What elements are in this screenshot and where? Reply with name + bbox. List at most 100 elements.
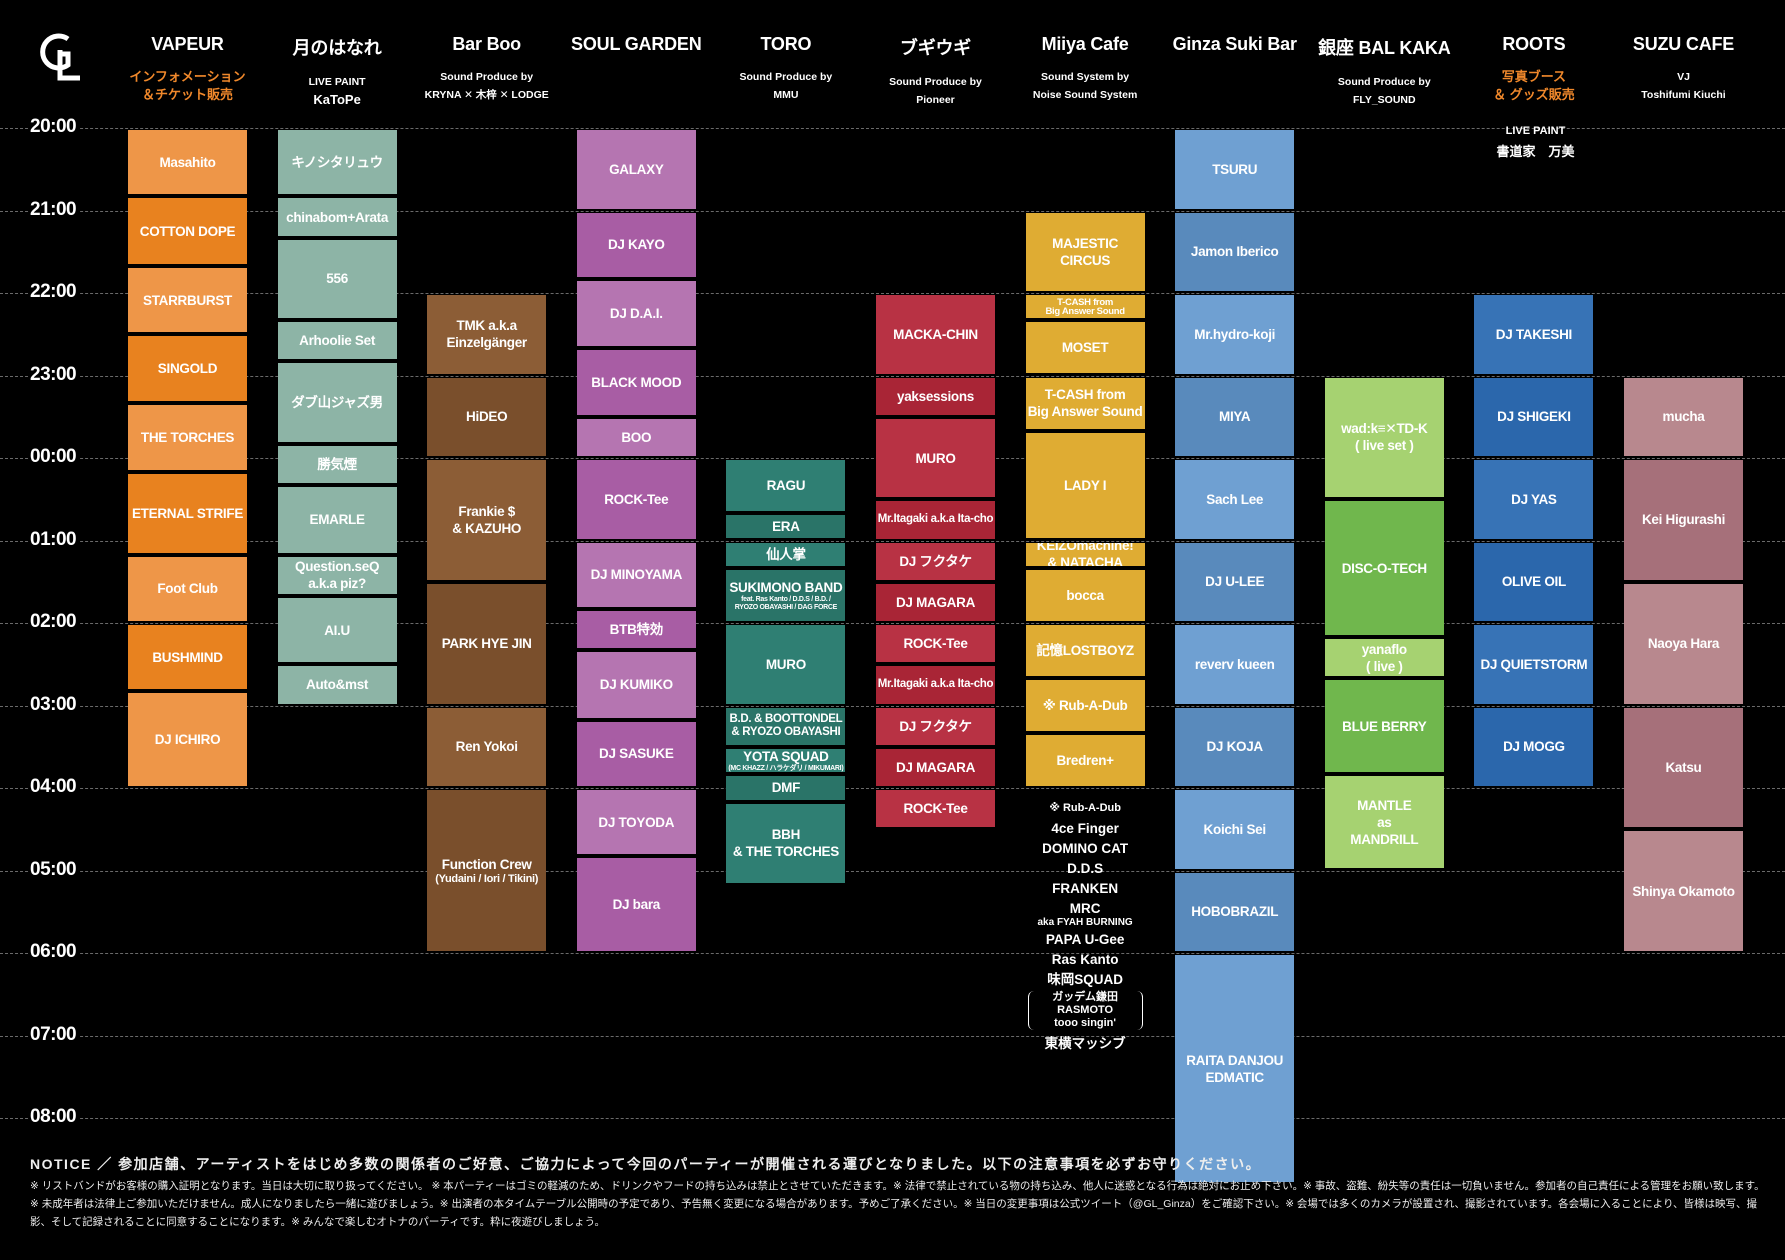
venue-header-roots[interactable]: ROOTS 写真ブース＆ グッズ販売 <box>1460 34 1608 104</box>
slot-toro[interactable]: MURO <box>726 625 846 704</box>
slot-suzu[interactable]: Katsu <box>1624 707 1743 828</box>
slot-toro[interactable]: B.D. & BOOTTONDEL & RYOZO OBAYASHI <box>726 707 846 745</box>
slot-miiya[interactable]: MAJESTIC CIRCUS <box>1025 212 1145 291</box>
slot-miiya[interactable]: Bredren+ <box>1025 734 1145 786</box>
venue-header-miiya[interactable]: Miiya Cafe Sound System by Noise Sound Sys… <box>1011 34 1159 104</box>
venue-header-barboo[interactable]: Bar Boo Sound Produce by KRYNA ✕ 木梓 ✕ LODG… <box>413 34 561 104</box>
slot-soulgarden[interactable]: BLACK MOOD <box>576 350 696 415</box>
slot-ginzasuki[interactable]: DJ KOJA <box>1175 707 1295 786</box>
slot-miiya[interactable]: T-CASH from Big Answer Sound <box>1025 295 1145 319</box>
venue-header-tsukinohanare[interactable]: 月のはなれ LIVE PAINT KaToPe <box>263 34 411 110</box>
slot-ginzasuki[interactable]: DJ U-LEE <box>1175 542 1295 621</box>
slot-soulgarden[interactable]: BOO <box>576 418 696 456</box>
slot-roots[interactable]: DJ TAKESHI <box>1474 295 1594 374</box>
slot-miiya[interactable]: T-CASH from Big Answer Sound <box>1025 377 1145 429</box>
slot-ginzasuki[interactable]: reverv kueen <box>1175 625 1295 704</box>
slot-soulgarden[interactable]: ROCK-Tee <box>576 460 696 539</box>
venue-header-ginzasuki[interactable]: Ginza Suki Bar <box>1161 34 1309 55</box>
slot-toro[interactable]: RAGU <box>726 460 846 512</box>
slot-miiya[interactable]: 記憶LOSTBOYZ <box>1025 625 1145 677</box>
slot-bugiugi[interactable]: ROCK-Tee <box>876 625 995 663</box>
slot-ginzasuki[interactable]: Mr.hydro-koji <box>1175 295 1295 374</box>
slot-barboo[interactable]: Frankie $ & KAZUHO <box>427 460 547 580</box>
slot-vapeur[interactable]: Foot Club <box>128 556 247 621</box>
slot-suzu[interactable]: mucha <box>1624 377 1743 456</box>
slot-tsukinohanare[interactable]: Arhoolie Set <box>277 322 397 360</box>
slot-tsukinohanare[interactable]: Auto&mst <box>277 666 397 704</box>
slot-barboo[interactable]: TMK a.k.a Einzelgänger <box>427 295 547 374</box>
slot-bugiugi[interactable]: MURO <box>876 418 995 498</box>
slot-balkaka[interactable]: BLUE BERRY <box>1324 680 1444 772</box>
slot-bugiugi[interactable]: DJ フクタケ <box>876 707 995 745</box>
slot-bugiugi[interactable]: DJ フクタケ <box>876 542 995 580</box>
slot-miiya[interactable]: MOSET <box>1025 322 1145 374</box>
slot-toro[interactable]: DMF <box>726 775 846 801</box>
venue-header-toro[interactable]: TORO Sound Produce by MMU <box>712 34 860 104</box>
slot-tsukinohanare[interactable]: 556 <box>277 239 397 319</box>
slot-soulgarden[interactable]: DJ TOYODA <box>576 790 696 855</box>
slot-barboo[interactable]: PARK HYE JIN <box>427 583 547 704</box>
slot-toro[interactable]: BBH & THE TORCHES <box>726 804 846 883</box>
venue-header-vapeur[interactable]: VAPEUR インフォメーション ＆チケット販売 <box>114 34 262 104</box>
slot-soulgarden[interactable]: DJ MINOYAMA <box>576 542 696 607</box>
slot-soulgarden[interactable]: DJ KAYO <box>576 212 696 277</box>
slot-ginzasuki[interactable]: TSURU <box>1175 130 1295 209</box>
slot-tsukinohanare[interactable]: chinabom+Arata <box>277 198 397 236</box>
slot-ginzasuki[interactable]: MIYA <box>1175 377 1295 456</box>
slot-soulgarden[interactable]: DJ KUMIKO <box>576 652 696 718</box>
venue-header-soulgarden[interactable]: SOUL GARDEN <box>562 34 710 55</box>
slot-ginzasuki[interactable]: RAITA DANJOU EDMATIC <box>1175 955 1295 1182</box>
slot-suzu[interactable]: Naoya Hara <box>1624 583 1743 704</box>
slot-barboo[interactable]: HiDEO <box>427 377 547 456</box>
slot-bugiugi[interactable]: MACKA-CHIN <box>876 295 995 374</box>
slot-roots[interactable]: DJ SHIGEKI <box>1474 377 1594 456</box>
slot-tsukinohanare[interactable]: EMARLE <box>277 487 397 553</box>
slot-tsukinohanare[interactable]: キノシタリュウ <box>277 130 397 195</box>
slot-bugiugi[interactable]: Mr.Itagaki a.k.a Ita-cho <box>876 666 995 704</box>
slot-barboo[interactable]: Function Crew (Yudaini / Iori / Tikini) <box>427 790 547 951</box>
slot-soulgarden[interactable]: DJ SASUKE <box>576 721 696 786</box>
slot-vapeur[interactable]: THE TORCHES <box>128 404 247 471</box>
slot-vapeur[interactable]: ETERNAL STRIFE <box>128 474 247 553</box>
slot-roots[interactable]: OLIVE OIL <box>1474 542 1594 621</box>
slot-roots[interactable]: DJ MOGG <box>1474 707 1594 786</box>
slot-toro[interactable]: 仙人掌 <box>726 542 846 566</box>
slot-suzu[interactable]: Shinya Okamoto <box>1624 831 1743 951</box>
slot-ginzasuki[interactable]: HOBOBRAZIL <box>1175 872 1295 951</box>
slot-balkaka[interactable]: wad:k≡✕TD-K( live set ) <box>1324 377 1444 498</box>
slot-suzu[interactable]: Kei Higurashi <box>1624 460 1743 580</box>
slot-balkaka[interactable]: DISC-O-TECH <box>1324 501 1444 636</box>
slot-soulgarden[interactable]: BTB特効 <box>576 610 696 649</box>
slot-roots[interactable]: DJ YAS <box>1474 460 1594 539</box>
venue-header-balkaka[interactable]: 銀座 BAL KAKA Sound Produce by FLY_SOUND <box>1310 34 1458 109</box>
slot-bugiugi[interactable]: DJ MAGARA <box>876 583 995 621</box>
slot-toro[interactable]: YOTA SQUAD (MC KHAZZ / ハラケダリ / MIKUMARI) <box>726 748 846 772</box>
slot-miiya[interactable]: KEIZOmachine! & NATACHA <box>1025 542 1145 566</box>
slot-bugiugi[interactable]: ROCK-Tee <box>876 790 995 828</box>
slot-toro[interactable]: SUKIMONO BAND feat. Ras Kanto / D.D.S / B… <box>726 569 846 621</box>
venue-header-bugiugi[interactable]: ブギウギ Sound Produce by Pioneer <box>862 34 1010 109</box>
slot-balkaka[interactable]: yanaflo( live ) <box>1324 639 1444 677</box>
slot-soulgarden[interactable]: GALAXY <box>576 130 696 209</box>
slot-balkaka[interactable]: MANTLE as MANDRILL <box>1324 775 1444 869</box>
slot-tsukinohanare[interactable]: Question.seQ a.k.a piz? <box>277 556 397 594</box>
slot-vapeur[interactable]: COTTON DOPE <box>128 198 247 264</box>
slot-bugiugi[interactable]: yaksessions <box>876 377 995 415</box>
slot-vapeur[interactable]: SINGOLD <box>128 336 247 401</box>
slot-miiya[interactable]: LADY I <box>1025 432 1145 539</box>
slot-roots[interactable]: DJ QUIETSTORM <box>1474 625 1594 704</box>
slot-toro[interactable]: ERA <box>726 515 846 539</box>
slot-tsukinohanare[interactable]: 勝気煙 <box>277 445 397 484</box>
slot-miiya[interactable]: bocca <box>1025 569 1145 621</box>
slot-miiya[interactable]: ※ Rub-A-Dub <box>1025 680 1145 731</box>
slot-barboo[interactable]: Ren Yokoi <box>427 707 547 786</box>
slot-tsukinohanare[interactable]: ダブ山ジャズ男 <box>277 363 397 442</box>
slot-vapeur[interactable]: BUSHMIND <box>128 625 247 690</box>
slot-vapeur[interactable]: Masahito <box>128 130 247 195</box>
slot-ginzasuki[interactable]: Jamon Iberico <box>1175 212 1295 291</box>
slot-soulgarden[interactable]: DJ bara <box>576 858 696 951</box>
slot-vapeur[interactable]: STARRBURST <box>128 267 247 333</box>
slot-tsukinohanare[interactable]: AI.U <box>277 597 397 663</box>
venue-header-suzu[interactable]: SUZU CAFE VJ Toshifumi Kiuchi <box>1610 34 1758 104</box>
slot-bugiugi[interactable]: DJ MAGARA <box>876 748 995 786</box>
